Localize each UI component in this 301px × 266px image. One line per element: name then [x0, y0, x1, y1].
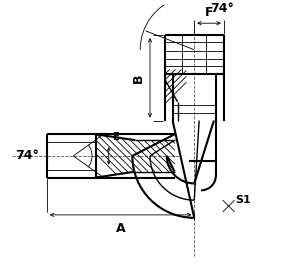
Text: A: A [116, 222, 125, 235]
Text: F: F [205, 6, 213, 19]
Text: 74°: 74° [15, 149, 39, 163]
Text: 74°: 74° [210, 2, 234, 15]
Text: S1: S1 [235, 195, 251, 205]
Text: B: B [132, 73, 145, 82]
Text: E: E [112, 132, 118, 142]
